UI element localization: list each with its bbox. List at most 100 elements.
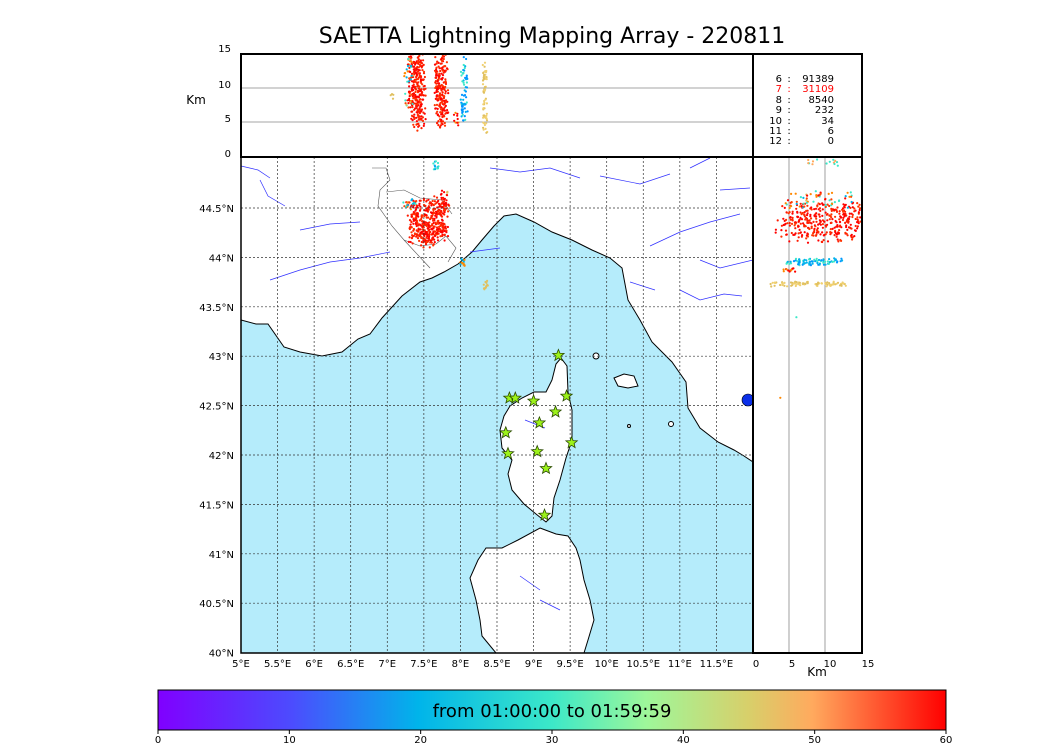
- map-panel: [240, 156, 754, 654]
- colorbar-tick-label: 50: [808, 735, 821, 746]
- lon-tick-label: 9.5°E: [557, 659, 584, 670]
- lon-tick-label: 9°E: [525, 659, 543, 670]
- lon-tick-label: 6°E: [305, 659, 323, 670]
- rivers: [241, 157, 753, 611]
- top-ytick-label: 10: [218, 80, 231, 91]
- lat-tick-label: 41°N: [209, 550, 234, 561]
- colorbar-label: from 01:00:00 to 01:59:59: [432, 701, 672, 722]
- lon-tick-label: 5°E: [232, 659, 250, 670]
- stats-table: 6:91389 7:31109 8:8540 9:232 10:34 11:6 12:0: [755, 74, 860, 148]
- lon-tick-label: 7°E: [378, 659, 396, 670]
- stats-panel: [752, 53, 863, 158]
- station-star: [539, 461, 553, 475]
- station-star: [499, 425, 513, 439]
- lon-tick-label: 6.5°E: [337, 659, 364, 670]
- lat-tick-label: 44.5°N: [199, 204, 234, 215]
- stats-key: 7: [775, 84, 782, 96]
- stats-row: 6:91389: [755, 74, 860, 85]
- station-star: [564, 435, 579, 449]
- lat-tick-label: 43.5°N: [199, 303, 234, 314]
- lat-tick-label: 42°N: [209, 451, 234, 462]
- colorbar-tick-label: 60: [940, 735, 953, 746]
- top-ylabel: Km: [186, 93, 206, 107]
- lon-tick-label: 11°E: [668, 659, 692, 670]
- lon-tick-label: 7.5°E: [410, 659, 437, 670]
- stats-row: 10: 34: [755, 115, 860, 127]
- top-ytick-label: 15: [218, 44, 231, 55]
- station-star: [526, 393, 541, 407]
- stats-value: 6: [827, 126, 834, 138]
- stats-row: 9: 232: [755, 105, 860, 117]
- top-ytick-label: 5: [225, 114, 231, 125]
- side-xticks: 0 5 10 15: [753, 659, 875, 670]
- stats-separator: :: [787, 74, 791, 85]
- lat-tick-label: 40.5°N: [199, 599, 234, 610]
- elba-island: [613, 373, 639, 389]
- stats-value: 31109: [802, 84, 834, 96]
- colorbar-tick-label: 20: [414, 735, 427, 746]
- lat-tick-label: 42.5°N: [199, 402, 234, 413]
- side-xtick-label: 15: [862, 659, 875, 670]
- lat-tick-label: 43°N: [209, 352, 234, 363]
- stats-separator: :: [787, 84, 791, 96]
- stats-key: 9: [775, 105, 782, 117]
- stats-separator: :: [787, 126, 791, 138]
- lat-tick-label: 44°N: [209, 253, 234, 264]
- stats-separator: :: [787, 94, 791, 106]
- lon-tick-label: 8°E: [452, 659, 470, 670]
- lon-tick-label: 5.5°E: [264, 659, 291, 670]
- stats-key: 11: [769, 126, 782, 138]
- stats-value: 232: [814, 105, 834, 117]
- stats-value: 34: [821, 115, 834, 127]
- lat-tick-label: 41.5°N: [199, 500, 234, 511]
- stats-value: 8540: [808, 94, 834, 106]
- stats-row: 11: 6: [755, 126, 860, 138]
- stats-separator: :: [787, 115, 791, 127]
- altitude-lat-panel: [752, 156, 863, 654]
- colorbar-tick-label: 10: [283, 735, 296, 746]
- side-xtick-label: 5: [789, 659, 795, 670]
- station-star: [532, 415, 547, 429]
- stats-separator: :: [787, 136, 791, 148]
- top-yticks: 15 10 5 0: [218, 44, 231, 160]
- lon-tick-label: 10°E: [595, 659, 619, 670]
- stats-separator: :: [787, 105, 791, 117]
- map-sources: [402, 160, 489, 291]
- side-xlabel: Km: [807, 665, 827, 679]
- station-star: [537, 508, 552, 521]
- stats-key: 12: [769, 136, 782, 148]
- colorbar-tick-label: 30: [546, 735, 559, 746]
- stats-row: 12: 0: [755, 136, 860, 148]
- station-star: [548, 404, 563, 418]
- stats-value: 91389: [802, 74, 834, 85]
- lat-tick-label: 40°N: [209, 649, 234, 660]
- lon-tick-label: 11.5°E: [700, 659, 734, 670]
- stats-row: 8: 8540: [755, 94, 860, 106]
- stats-key: 10: [769, 115, 782, 127]
- stats-key: 8: [775, 94, 782, 106]
- lon-tick-label: 8.5°E: [483, 659, 510, 670]
- station-marker-blue: [741, 393, 753, 407]
- sardinia-island: [469, 527, 595, 653]
- side-xtick-label: 0: [753, 659, 759, 670]
- lon-tick-labels: 5°E 5.5°E 6°E 6.5°E 7°E 7.5°E 8°E 8.5°E 9°E 9.5°E…: [232, 659, 733, 670]
- lat-tick-labels: 44.5°N 44°N 43.5°N 43°N 42.5°N 42°N 41.5°N 41°N…: [199, 204, 234, 660]
- lon-tick-label: 10.5°E: [626, 659, 660, 670]
- station-star: [501, 446, 515, 460]
- stats-value: 0: [827, 136, 834, 148]
- colorbar-tick-label: 0: [155, 735, 161, 746]
- colorbar-tick-label: 40: [677, 735, 690, 746]
- station-star: [508, 390, 523, 404]
- chart-title: SAETTA Lightning Mapping Array - 220811: [318, 24, 786, 49]
- stats-key: 6: [775, 74, 782, 85]
- altitude-lon-panel: [240, 53, 754, 158]
- top-ytick-label: 0: [225, 149, 231, 160]
- station-star: [530, 444, 544, 458]
- colorbar: 0 10 20 30 40 50 60: [155, 689, 953, 746]
- station-star: [551, 348, 566, 362]
- stations: [499, 348, 579, 521]
- graticule: [241, 157, 753, 653]
- side-xtick-label: 10: [824, 659, 837, 670]
- stats-row: 7:31109: [755, 84, 860, 96]
